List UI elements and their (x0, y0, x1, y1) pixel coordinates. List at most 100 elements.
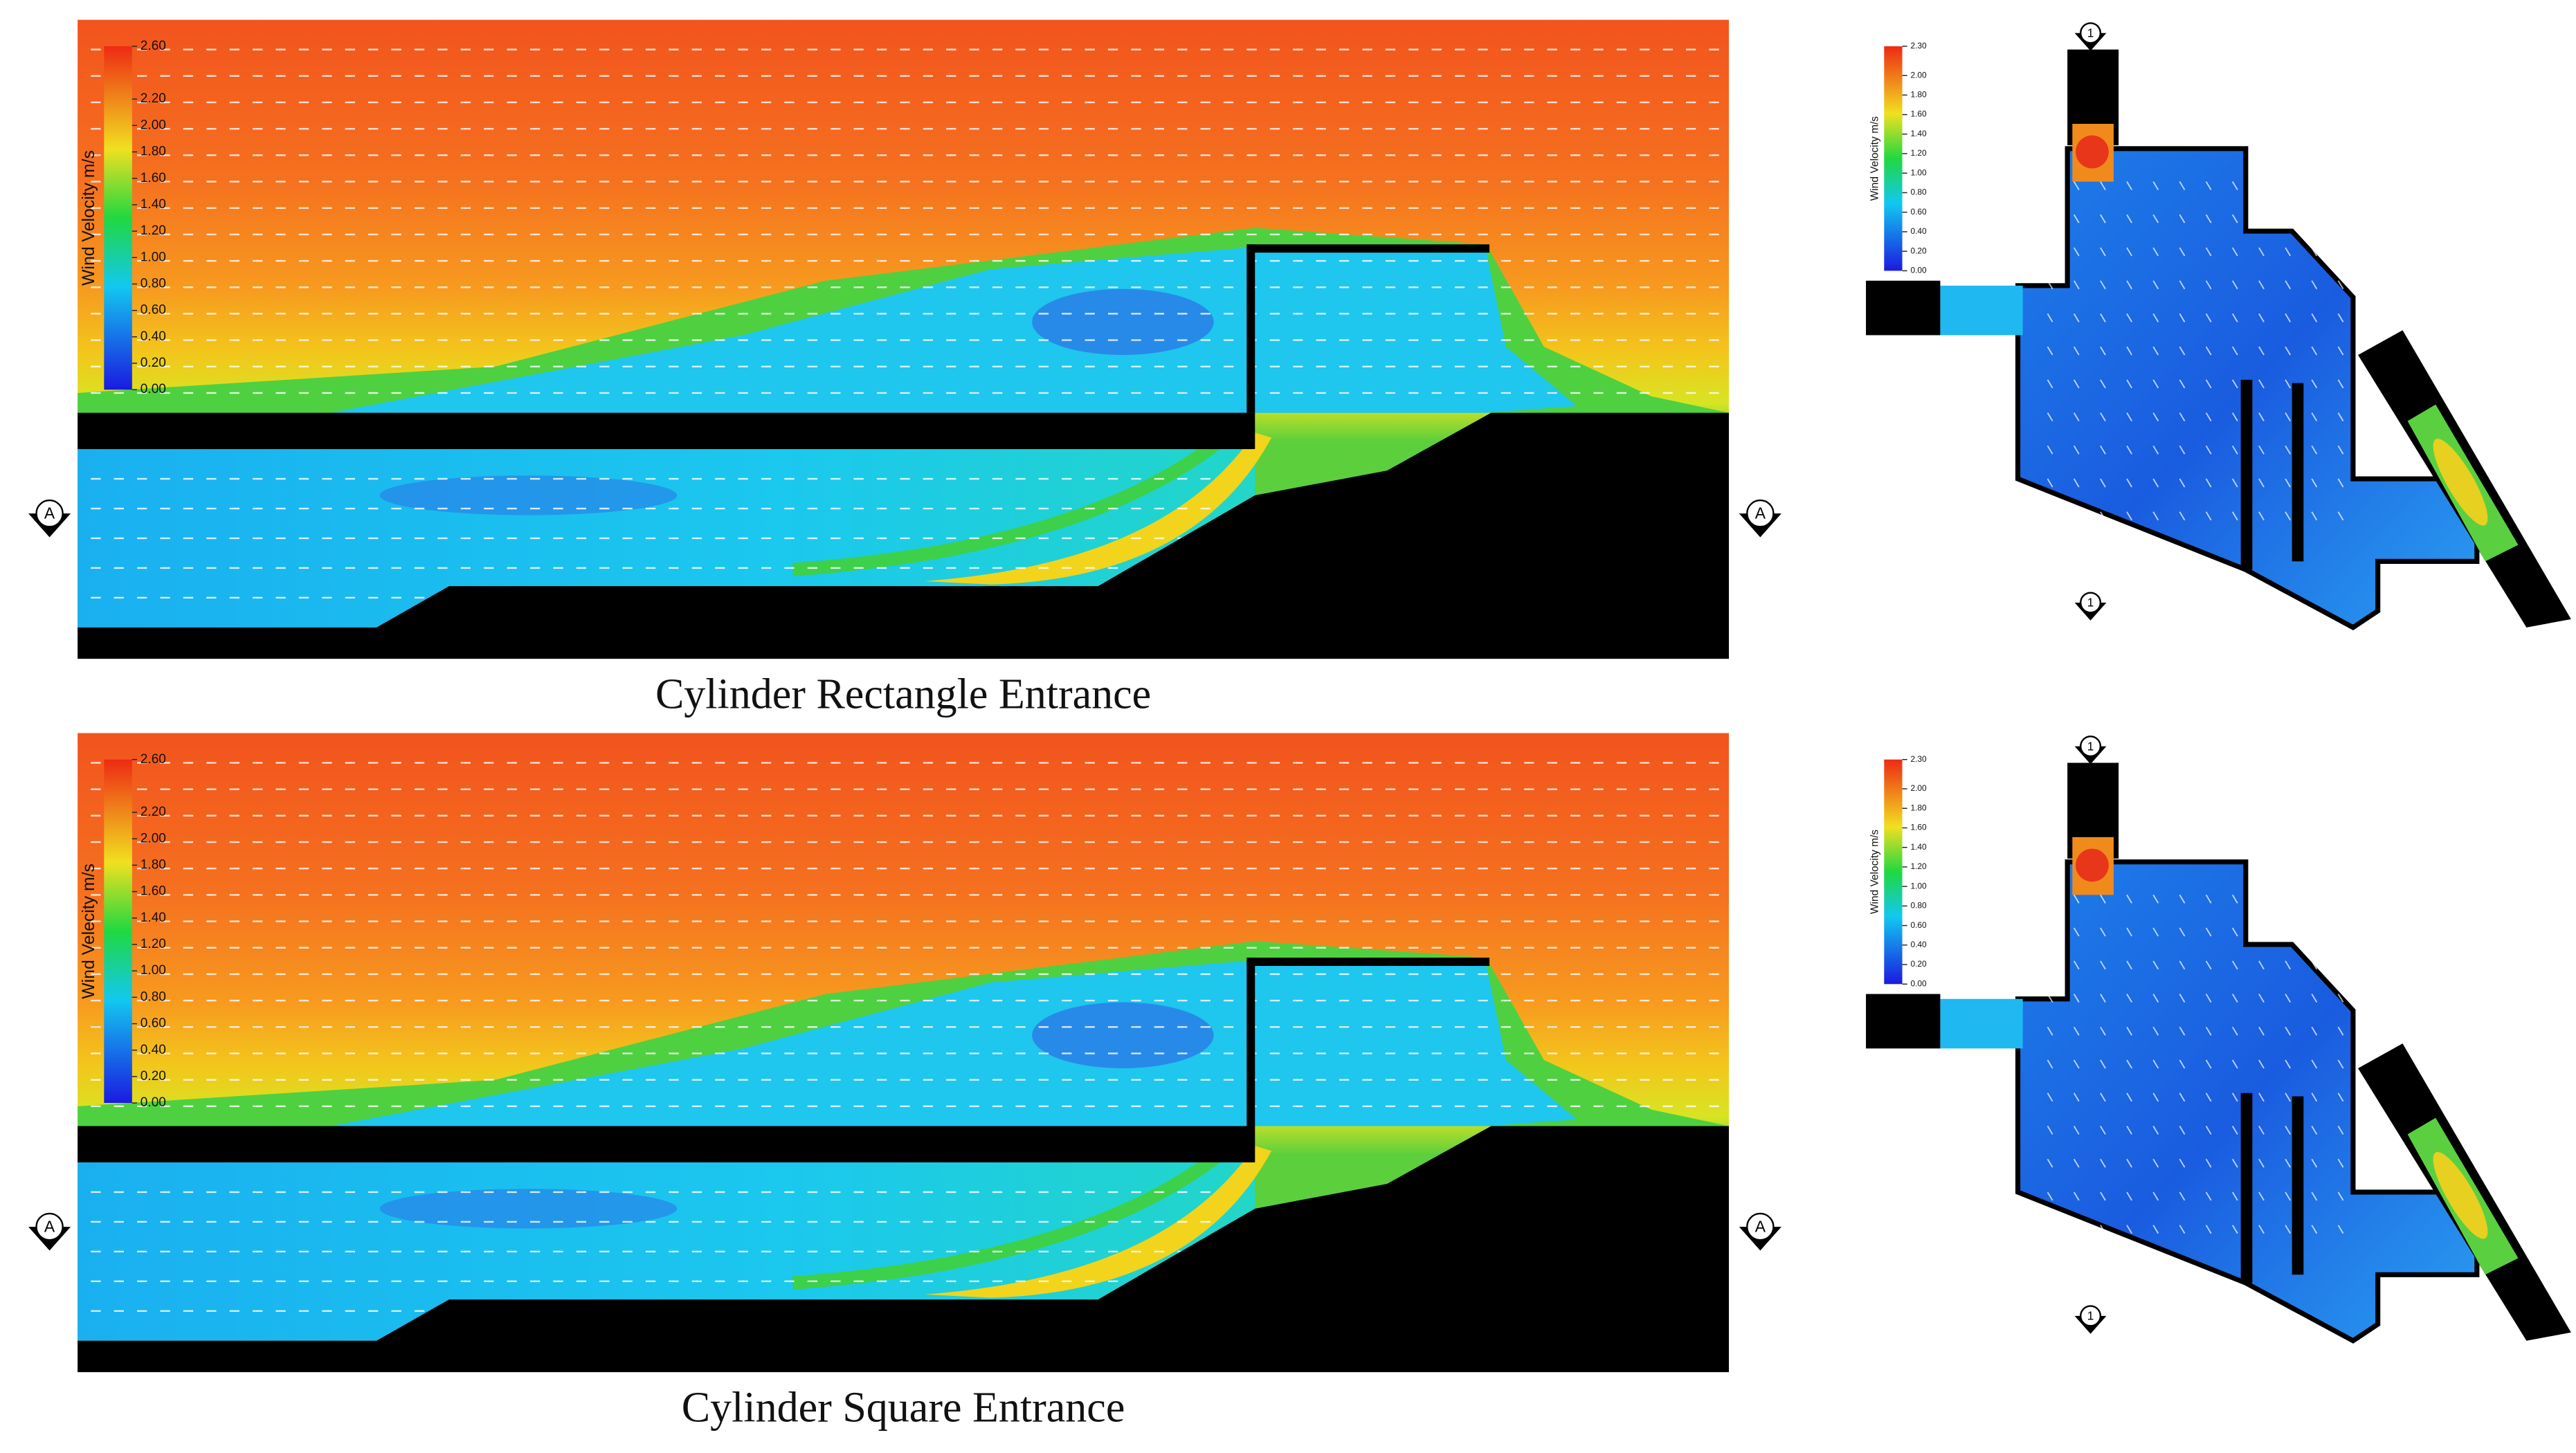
flow-arrow (2337, 1093, 2344, 1102)
flow-arrow (2337, 927, 2344, 937)
plan-jet-core (2076, 135, 2109, 169)
flow-arrow (2258, 313, 2265, 322)
flow-arrow (2205, 181, 2212, 190)
flow-arrow (2337, 994, 2344, 1003)
flow-arrow (2179, 280, 2186, 290)
flow-arrow (2311, 1225, 2318, 1234)
flow-arrow (2258, 412, 2265, 422)
plan-fin (2292, 1096, 2304, 1275)
flow-arrow (2258, 1158, 2265, 1168)
flow-arrow (2285, 894, 2292, 904)
flow-arrow (2311, 1059, 2318, 1069)
flow-arrow (2311, 1026, 2318, 1036)
flow-arrow (2152, 379, 2159, 389)
colorbar-label: 1.40 (140, 911, 166, 925)
flow-arrow (2231, 894, 2238, 904)
flow-arrow (2311, 994, 2318, 1003)
flow-arrow (2205, 379, 2212, 389)
flow-arrow (2231, 927, 2238, 937)
colorbar-label: 1.80 (140, 145, 166, 159)
flow-arrow (2100, 1026, 2106, 1036)
section-marker-label: 1 (2087, 739, 2094, 753)
flow-arrow (2285, 247, 2292, 257)
colorbar (1884, 46, 1903, 271)
flow-arrow (2205, 412, 2212, 422)
flow-arrow (2311, 894, 2318, 904)
flow-arrow (2337, 313, 2344, 322)
colorbar-label: 1.00 (140, 963, 166, 978)
colorbar-label: 0.40 (1910, 226, 1927, 236)
flow-arrow (2258, 346, 2265, 356)
flow-arrow (2100, 960, 2106, 970)
flow-arrow (2311, 280, 2318, 290)
flow-arrow (2126, 445, 2133, 455)
flow-arrow (2152, 894, 2159, 904)
flow-arrow (2126, 1026, 2133, 1036)
colorbar-label: 2.00 (140, 831, 166, 846)
flow-arrow (2311, 1158, 2318, 1168)
flow-arrow (2073, 313, 2080, 322)
colorbar-label: 0.60 (140, 1016, 166, 1031)
flow-arrow (2311, 478, 2318, 488)
plan-fin (2240, 1093, 2253, 1283)
flow-arrow (2311, 927, 2318, 937)
flow-arrow (2179, 379, 2186, 389)
roof (1246, 244, 1490, 253)
flow-arrow (2179, 1026, 2186, 1036)
flow-arrow (2258, 478, 2265, 488)
wake (330, 247, 1577, 413)
flow-arrow (2337, 1126, 2344, 1135)
flow-arrow (2311, 181, 2318, 190)
flow-arrow (2100, 994, 2106, 1003)
flow-arrow (2311, 313, 2318, 322)
flow-arrow (2126, 346, 2133, 356)
flow-arrow (2258, 511, 2265, 521)
flow-arrow (2179, 346, 2186, 356)
colorbar-label: 0.80 (140, 989, 166, 1004)
flow-arrow (2179, 313, 2186, 322)
flow-arrow (2126, 1059, 2133, 1069)
flow-arrow (2047, 478, 2053, 488)
flow-arrow (2152, 1093, 2159, 1102)
section-marker-label: A (1755, 1217, 1766, 1235)
flow-arrow (2126, 181, 2133, 190)
flow-arrow (2205, 247, 2212, 257)
flow-arrow (2100, 894, 2106, 904)
flow-arrow (2073, 511, 2080, 521)
flow-arrow (2126, 412, 2133, 422)
flow-arrow (2152, 994, 2159, 1003)
colorbar-label: 0.40 (140, 329, 166, 344)
flow-arrow (2100, 1191, 2106, 1201)
flow-arrow (2337, 247, 2344, 257)
flow-arrow (2337, 894, 2344, 904)
roof (1246, 958, 1490, 967)
flow-arrow (2047, 1158, 2053, 1168)
flow-arrow (2047, 247, 2053, 257)
flow-arrow (2126, 280, 2133, 290)
flow-arrow (2205, 445, 2212, 455)
flow-arrow (2231, 445, 2238, 455)
colorbar (104, 759, 132, 1104)
flow-arrow (2179, 994, 2186, 1003)
flow-arrow (2337, 181, 2344, 190)
flow-arrow (2337, 280, 2344, 290)
flow-arrow (2205, 1059, 2212, 1069)
flow-arrow (2258, 960, 2265, 970)
colorbar-label: 0.00 (1910, 266, 1927, 275)
flow-arrow (2100, 927, 2106, 937)
flow-arrow (2047, 1191, 2053, 1201)
plan-fin (2292, 383, 2304, 562)
flow-arrow (2258, 1126, 2265, 1135)
flow-arrow (2126, 927, 2133, 937)
colorbar-label: 1.40 (1910, 842, 1927, 852)
roof-slab (78, 412, 1255, 450)
colorbar-label: 1.80 (1910, 90, 1927, 100)
flow-arrow (2126, 960, 2133, 970)
flow-arrow (2311, 1126, 2318, 1135)
colorbar-label: 1.60 (1910, 109, 1927, 119)
flow-arrow (2100, 181, 2106, 190)
legend-title: Wind Velecity m/s (80, 863, 98, 999)
colorbar-label: 1.60 (140, 884, 166, 899)
flow-arrow (2073, 894, 2080, 904)
colorbar-label: 2.60 (140, 39, 166, 53)
